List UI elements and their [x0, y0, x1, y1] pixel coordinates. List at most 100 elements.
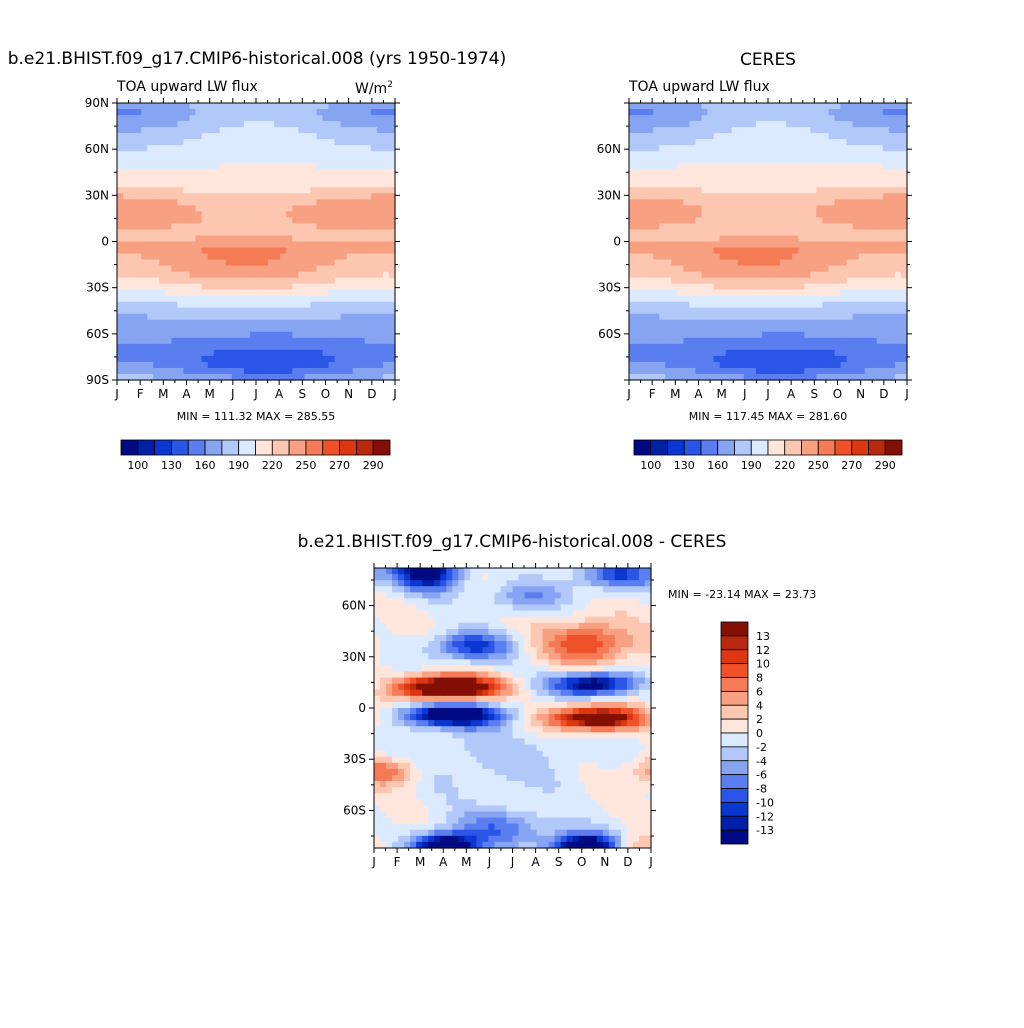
heatmap-cell — [280, 187, 287, 194]
heatmap-cell — [322, 284, 329, 291]
heatmap-cell — [762, 175, 769, 182]
heatmap-cell — [629, 193, 636, 200]
heatmap-cell — [298, 302, 305, 309]
heatmap-cell — [238, 163, 245, 170]
heatmap-cell — [341, 115, 348, 122]
heatmap-cell — [244, 260, 251, 267]
heatmap-cell — [129, 235, 136, 242]
heatmap-cell — [171, 199, 178, 206]
heatmap-cell — [732, 181, 739, 188]
heatmap-cell — [689, 260, 696, 267]
heatmap-cell — [298, 296, 305, 303]
heatmap-cell — [639, 568, 646, 575]
heatmap-cell — [220, 326, 227, 333]
heatmap-cell — [695, 181, 702, 188]
heatmap-cell — [810, 169, 817, 176]
heatmap-cell — [347, 175, 354, 182]
heatmap-cell — [689, 169, 696, 176]
heatmap-cell — [256, 362, 263, 369]
heatmap-cell — [804, 193, 811, 200]
heatmap-cell — [877, 103, 884, 110]
heatmap-cell — [871, 350, 878, 357]
x-tick-label: J — [742, 387, 747, 401]
heatmap-cell — [804, 326, 811, 333]
heatmap-cell — [183, 217, 190, 224]
heatmap-cell — [762, 356, 769, 363]
heatmap-cell — [543, 580, 550, 587]
heatmap-cell — [828, 332, 835, 339]
heatmap-cell — [738, 272, 745, 279]
heatmap-cell — [196, 211, 203, 218]
heatmap-cell — [847, 151, 854, 158]
heatmap-cell — [659, 332, 666, 339]
heatmap-cell — [129, 290, 136, 297]
heatmap-cell — [371, 175, 378, 182]
heatmap-cell — [689, 242, 696, 249]
heatmap-cell — [365, 308, 372, 315]
heatmap-cell — [889, 368, 896, 375]
heatmap-cell — [196, 187, 203, 194]
heatmap-cell — [853, 302, 860, 309]
heatmap-cell — [750, 229, 757, 236]
heatmap-cell — [889, 193, 896, 200]
heatmap-cell — [386, 629, 393, 636]
heatmap-cell — [792, 205, 799, 212]
heatmap-cell — [141, 260, 148, 267]
heatmap-cell — [689, 103, 696, 110]
heatmap-cell — [359, 242, 366, 249]
heatmap-cell — [183, 115, 190, 122]
heatmap-cell — [659, 169, 666, 176]
heatmap-cell — [183, 229, 190, 236]
heatmap-cell — [762, 217, 769, 224]
heatmap-cell — [756, 235, 763, 242]
heatmap-cell — [359, 229, 366, 236]
heatmap-cell — [202, 368, 209, 375]
heatmap-cell — [762, 368, 769, 375]
heatmap-cell — [877, 350, 884, 357]
heatmap-cell — [762, 157, 769, 164]
heatmap-cell — [732, 115, 739, 122]
heatmap-cell — [208, 121, 215, 128]
heatmap-cell — [159, 242, 166, 249]
heatmap-cell — [665, 302, 672, 309]
heatmap-cell — [889, 211, 896, 218]
heatmap-cell — [123, 133, 130, 140]
heatmap-cell — [798, 145, 805, 152]
heatmap-cell — [871, 308, 878, 315]
heatmap-cell — [738, 223, 745, 230]
heatmap-cell — [871, 211, 878, 218]
heatmap-cell — [347, 296, 354, 303]
heatmap-cell — [847, 121, 854, 128]
heatmap-cell — [537, 574, 544, 581]
heatmap-cell — [280, 223, 287, 230]
heatmap-cell — [159, 308, 166, 315]
heatmap-cell — [232, 145, 239, 152]
heatmap-cell — [792, 290, 799, 297]
heatmap-cell — [316, 266, 323, 273]
heatmap-cell — [615, 623, 622, 630]
heatmap-cell — [561, 598, 568, 605]
heatmap-cell — [883, 314, 890, 321]
heatmap-cell — [238, 272, 245, 279]
heatmap-cell — [889, 109, 896, 116]
heatmap-cell — [822, 121, 829, 128]
heatmap-cell — [834, 284, 841, 291]
heatmap-cell — [165, 175, 172, 182]
heatmap-cell — [232, 338, 239, 345]
heatmap-cell — [428, 623, 435, 630]
heatmap-cell — [208, 344, 215, 351]
heatmap-cell — [347, 242, 354, 249]
heatmap-cell — [750, 296, 757, 303]
heatmap-cell — [244, 344, 251, 351]
heatmap-cell — [262, 157, 269, 164]
heatmap-cell — [256, 338, 263, 345]
heatmap-cell — [714, 260, 721, 267]
heatmap-cell — [635, 320, 642, 327]
heatmap-cell — [647, 272, 654, 279]
heatmap-cell — [123, 368, 130, 375]
heatmap-cell — [322, 344, 329, 351]
heatmap-cell — [555, 611, 562, 618]
heatmap-cell — [190, 296, 197, 303]
heatmap-cell — [689, 272, 696, 279]
